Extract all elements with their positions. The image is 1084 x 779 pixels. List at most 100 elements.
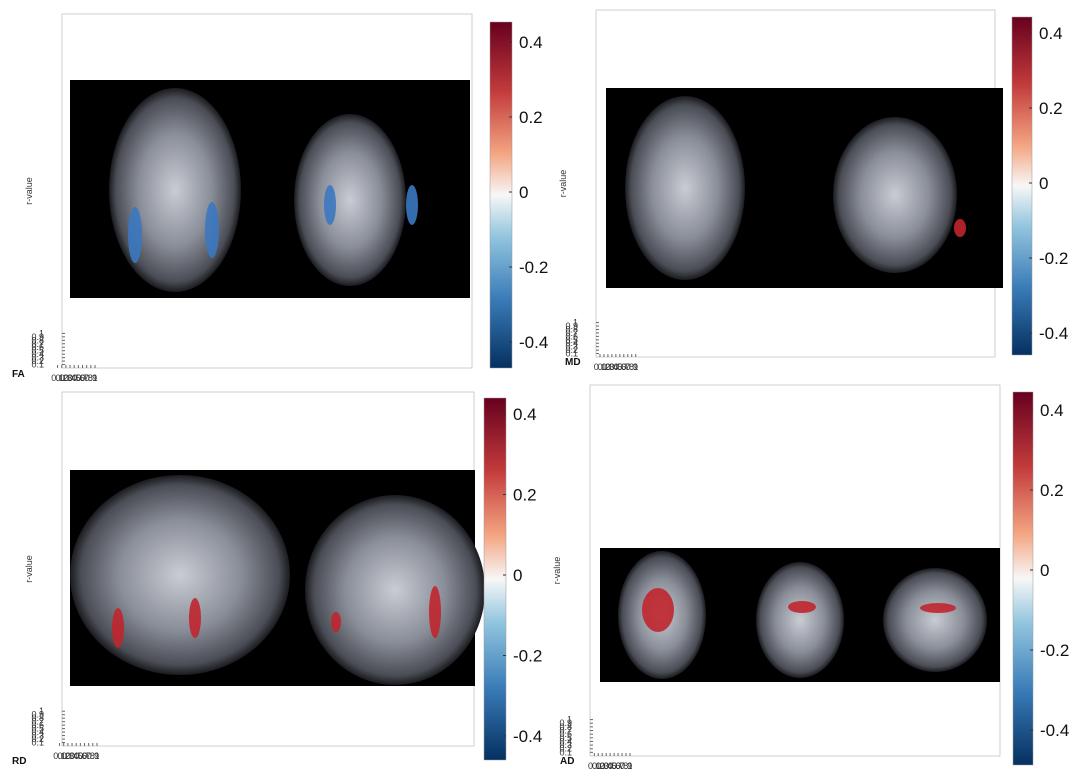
y-tick-label: 0.6 <box>559 729 572 739</box>
x-tick-label: 0.5 <box>604 761 617 771</box>
x-tick-label: 0.2 <box>592 761 605 771</box>
y-tick-label: 0.8 <box>565 324 578 334</box>
y-tick-label: 1 <box>39 706 44 716</box>
x-tick-label: 0.4 <box>64 373 77 383</box>
x-tick-label: 0.6 <box>72 373 85 383</box>
y-tick-label: 0.2 <box>565 345 578 355</box>
colorbar-tick-label: -0.4 <box>513 727 542 746</box>
x-tick-label: 0.3 <box>596 761 609 771</box>
colorbar-tick-label: -0.4 <box>1040 721 1069 740</box>
significant-cluster <box>788 601 816 613</box>
colorbar-tick-label: 0.4 <box>1039 24 1063 43</box>
y-tick-label: 0.3 <box>565 342 578 352</box>
panel-label: FA <box>12 369 25 380</box>
x-tick-label: 1 <box>627 761 632 771</box>
x-tick-label: 0.8 <box>622 362 635 372</box>
y-tick-label: 0.6 <box>565 331 578 341</box>
y-tick-label: 0.9 <box>31 332 44 342</box>
x-tick-label: 0.5 <box>70 751 83 761</box>
y-tick-label: 0.6 <box>31 720 44 730</box>
x-tick-label: 0.1 <box>53 751 66 761</box>
significant-cluster <box>189 598 201 638</box>
significant-cluster <box>324 185 336 225</box>
y-axis-label: r-value <box>24 555 34 583</box>
panel: 0.10.20.30.40.50.60.70.80.910.10.20.30.4… <box>552 384 1069 771</box>
colorbar-tick-label: -0.2 <box>1040 641 1069 660</box>
y-tick-label: 0.5 <box>31 346 44 356</box>
y-axis-label: r-value <box>558 170 568 198</box>
x-tick-label: 0.3 <box>62 751 75 761</box>
colorbar-tick-label: -0.2 <box>519 258 548 277</box>
colorbar-tick-label: 0 <box>519 183 528 202</box>
x-tick-label: 0.2 <box>57 751 70 761</box>
significant-cluster <box>112 608 124 648</box>
y-tick-label: 0.5 <box>31 724 44 734</box>
y-tick-label: 0.2 <box>559 744 572 754</box>
y-tick-label: 0.2 <box>31 734 44 744</box>
y-axis-label: r-value <box>552 557 562 585</box>
x-tick-label: 0.7 <box>612 761 625 771</box>
y-tick-label: 0.2 <box>31 356 44 366</box>
y-tick-label: 0.4 <box>559 736 572 746</box>
y-tick-label: 0.1 <box>31 738 44 748</box>
colorbar-tick-label: 0 <box>1039 174 1048 193</box>
colorbar-tick-label: 0.2 <box>519 108 543 127</box>
panel: 0.10.20.30.40.50.60.70.80.910.10.20.30.4… <box>12 391 542 767</box>
significant-cluster <box>920 603 956 613</box>
y-tick-label: 0.5 <box>559 733 572 743</box>
x-tick-label: 0.1 <box>594 362 607 372</box>
x-tick-label: 0.3 <box>60 373 73 383</box>
x-tick-label: 0.6 <box>608 761 621 771</box>
panel-label: RD <box>12 756 26 767</box>
y-tick-label: 0.5 <box>565 335 578 345</box>
x-tick-label: 0.5 <box>610 362 623 372</box>
colorbar-tick-label: 0 <box>513 566 522 585</box>
colorbar-tick-label: -0.4 <box>1039 324 1068 343</box>
x-tick-label: 0.2 <box>598 362 611 372</box>
y-tick-label: 0.4 <box>565 338 578 348</box>
panel-label: MD <box>565 357 581 368</box>
y-tick-label: 0.7 <box>31 717 44 727</box>
colorbar-tick-label: -0.2 <box>1039 249 1068 268</box>
x-tick-label: 0.8 <box>82 751 95 761</box>
brain-slice <box>833 117 957 273</box>
brain-slice <box>109 88 241 292</box>
x-tick-label: 1 <box>94 751 99 761</box>
significant-cluster <box>429 586 441 638</box>
colorbar-tick-label: -0.2 <box>513 647 542 666</box>
y-tick-label: 1 <box>39 328 44 338</box>
x-tick-label: 0.8 <box>80 373 93 383</box>
colorbar-tick-label: 0.2 <box>1039 99 1063 118</box>
y-tick-label: 0.6 <box>31 342 44 352</box>
colorbar <box>1011 16 1033 356</box>
y-tick-label: 0.1 <box>565 349 578 359</box>
y-tick-label: 0.3 <box>559 740 572 750</box>
x-tick-label: 0.6 <box>614 362 627 372</box>
x-tick-label: 1 <box>92 373 97 383</box>
y-tick-label: 0.3 <box>31 731 44 741</box>
y-tick-label: 0.8 <box>31 713 44 723</box>
y-tick-label: 0.7 <box>559 726 572 736</box>
y-tick-label: 0.4 <box>31 349 44 359</box>
colorbar <box>483 397 507 761</box>
panel-label: AD <box>560 756 574 767</box>
panel: 0.10.20.30.40.50.60.70.80.910.10.20.30.4… <box>558 9 1068 372</box>
brain-slice <box>294 114 406 286</box>
y-axis-label: r-value <box>24 177 34 205</box>
x-tick-label: 1 <box>633 362 638 372</box>
y-tick-label: 0.9 <box>559 718 572 728</box>
brain-slice <box>70 475 290 675</box>
colorbar-tick-label: 0.4 <box>1040 401 1064 420</box>
axes-frame <box>61 13 473 369</box>
x-tick-label: 0.5 <box>68 373 81 383</box>
y-tick-label: 0.1 <box>559 747 572 757</box>
x-tick-label: 0.4 <box>606 362 619 372</box>
x-tick-label: 0.4 <box>600 761 613 771</box>
y-tick-label: 1 <box>573 318 578 328</box>
x-tick-label: 0.9 <box>625 362 638 372</box>
x-tick-label: 0.6 <box>74 751 87 761</box>
x-tick-label: 0.7 <box>618 362 631 372</box>
x-tick-label: 0.9 <box>85 373 98 383</box>
y-tick-label: 0.7 <box>565 328 578 338</box>
